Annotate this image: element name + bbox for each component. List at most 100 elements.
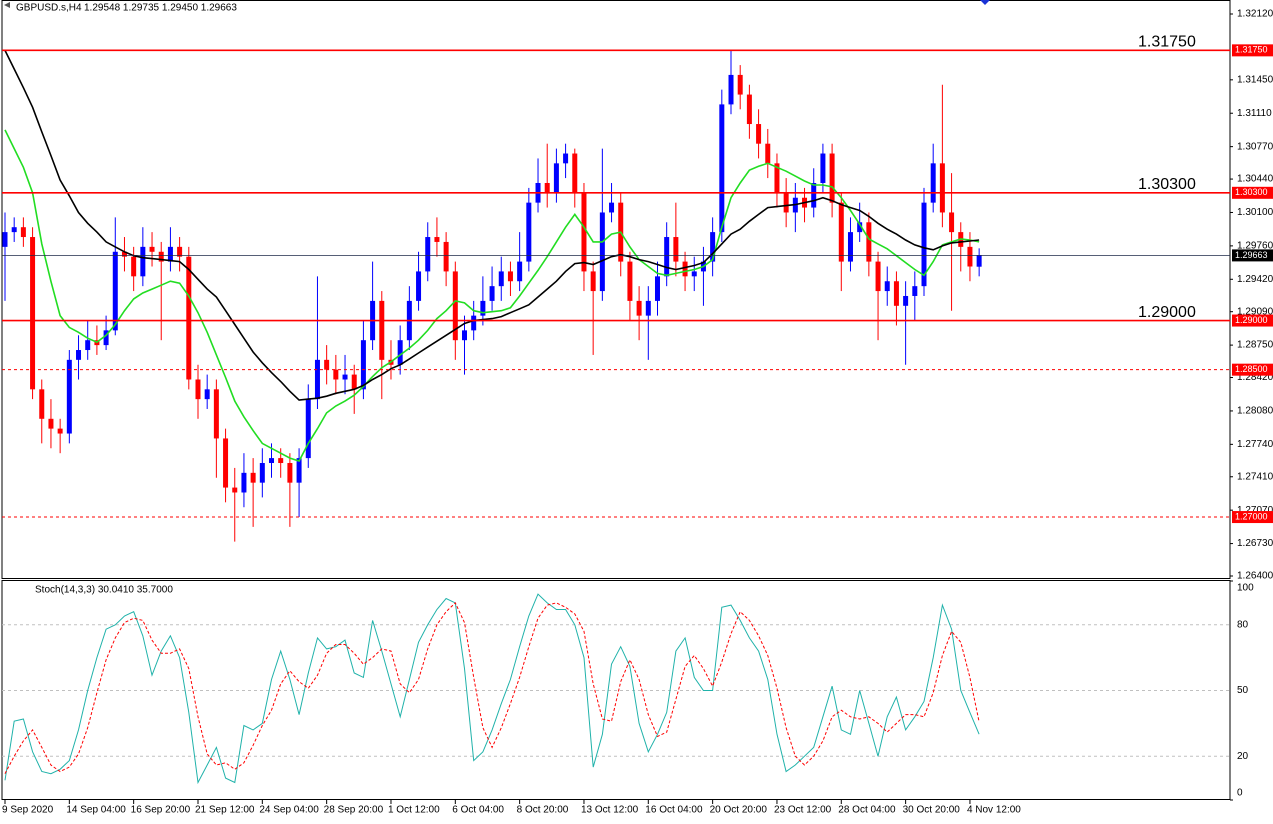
candle-body xyxy=(195,379,201,400)
candle-body xyxy=(471,315,477,331)
candle-body xyxy=(728,74,734,105)
candle-body xyxy=(314,359,320,400)
candle-body xyxy=(103,330,109,346)
candle-body xyxy=(379,300,385,360)
level-annotation: 1.30300 xyxy=(1138,176,1196,193)
candle-body xyxy=(250,472,256,483)
y-tick-label: 50 xyxy=(1237,685,1249,696)
candle-body xyxy=(397,340,403,365)
y-tick-label: 1.28750 xyxy=(1237,340,1273,351)
candle-body xyxy=(324,359,330,370)
candle-body xyxy=(691,271,697,277)
candle-body xyxy=(39,389,45,419)
x-tick-label: 20 Oct 20:00 xyxy=(710,805,768,816)
candle-body xyxy=(2,232,8,247)
level-axis-label: 1.27000 xyxy=(1235,511,1268,521)
candle-body xyxy=(434,237,440,242)
x-tick-label: 16 Oct 04:00 xyxy=(645,805,703,816)
candle-body xyxy=(241,472,247,493)
x-tick-label: 24 Sep 04:00 xyxy=(259,805,319,816)
candle-body xyxy=(967,246,973,267)
candle-body xyxy=(204,389,210,400)
x-tick-label: 23 Oct 12:00 xyxy=(774,805,832,816)
y-tick-label: 1.26400 xyxy=(1237,571,1273,582)
candle-body xyxy=(746,94,752,125)
y-tick-label: 100 xyxy=(1237,583,1254,594)
candle-body xyxy=(590,271,596,292)
symbol: GBPUSD.s,H4 xyxy=(16,3,82,14)
x-tick-label: 30 Oct 20:00 xyxy=(903,805,961,816)
candle-body xyxy=(829,153,835,203)
stoch-title: Stoch(14,3,3) 30.0410 35.7000 xyxy=(35,585,173,596)
level-axis-box xyxy=(1232,314,1273,327)
y-tick-label: 1.31450 xyxy=(1237,74,1273,85)
candle-body xyxy=(259,463,265,483)
candle-body xyxy=(820,153,826,183)
candle-body xyxy=(517,261,523,282)
y-tick-label: 1.27410 xyxy=(1237,471,1273,482)
candle-body xyxy=(287,463,293,483)
y-tick-label: 1.29090 xyxy=(1237,306,1273,317)
y-tick-label: 1.27070 xyxy=(1237,505,1273,516)
candle-body xyxy=(857,222,863,233)
candle-body xyxy=(553,163,559,193)
candle-body xyxy=(489,286,495,301)
candle-body xyxy=(710,232,716,262)
candle-body xyxy=(351,374,357,390)
candle-body xyxy=(627,261,633,301)
candle-body xyxy=(269,458,275,464)
level-axis-box xyxy=(1232,511,1273,524)
y-tick-label: 1.26730 xyxy=(1237,538,1273,549)
y-tick-label: 1.28080 xyxy=(1237,406,1273,417)
candle-body xyxy=(811,182,817,208)
y-tick-label: 80 xyxy=(1237,619,1249,630)
candle-body xyxy=(765,143,771,164)
candle-body xyxy=(158,251,164,262)
candle-body xyxy=(149,246,155,252)
candle-body xyxy=(416,271,422,301)
candle-body xyxy=(462,330,467,341)
candle-body xyxy=(783,192,789,213)
candle-body xyxy=(609,202,615,213)
current-price-box xyxy=(1232,249,1273,262)
candle-body xyxy=(342,374,348,380)
candle-body xyxy=(847,232,853,262)
candle-body xyxy=(360,340,366,390)
x-tick-label: 28 Oct 04:00 xyxy=(838,805,896,816)
level-axis-box xyxy=(1232,186,1273,199)
candle-body xyxy=(11,227,17,233)
current-price-label: 1.29663 xyxy=(1235,250,1268,260)
candle-body xyxy=(838,202,844,262)
candle-body xyxy=(131,256,137,277)
y-tick-label: 0 xyxy=(1237,788,1243,799)
candle-body xyxy=(737,74,743,95)
candle-body xyxy=(278,458,284,464)
candle-body xyxy=(112,251,118,331)
candle-body xyxy=(921,202,927,287)
candle-body xyxy=(930,163,936,203)
candle-body xyxy=(452,271,458,341)
y-tick-label: 1.30100 xyxy=(1237,207,1273,218)
candle-body xyxy=(140,246,146,277)
candle-body xyxy=(333,369,339,380)
candle-body xyxy=(305,399,311,459)
x-tick-label: 8 Oct 20:00 xyxy=(517,805,569,816)
candle-body xyxy=(682,261,688,277)
candle-body xyxy=(912,286,918,296)
candle-body xyxy=(664,237,670,277)
arrow-marker xyxy=(980,0,990,5)
x-tick-label: 6 Oct 04:00 xyxy=(452,805,504,816)
y-tick-label: 1.29420 xyxy=(1237,274,1273,285)
candle-body xyxy=(563,153,569,164)
candle-body xyxy=(774,163,780,193)
symbol-icon xyxy=(4,2,10,8)
candle-body xyxy=(48,418,54,429)
level-axis-label: 1.30300 xyxy=(1235,187,1268,197)
candle-body xyxy=(599,212,605,292)
stoch-line xyxy=(4,593,980,785)
candle-body xyxy=(186,256,192,380)
y-tick-label: 1.32120 xyxy=(1237,9,1273,20)
candle-body xyxy=(544,182,550,193)
